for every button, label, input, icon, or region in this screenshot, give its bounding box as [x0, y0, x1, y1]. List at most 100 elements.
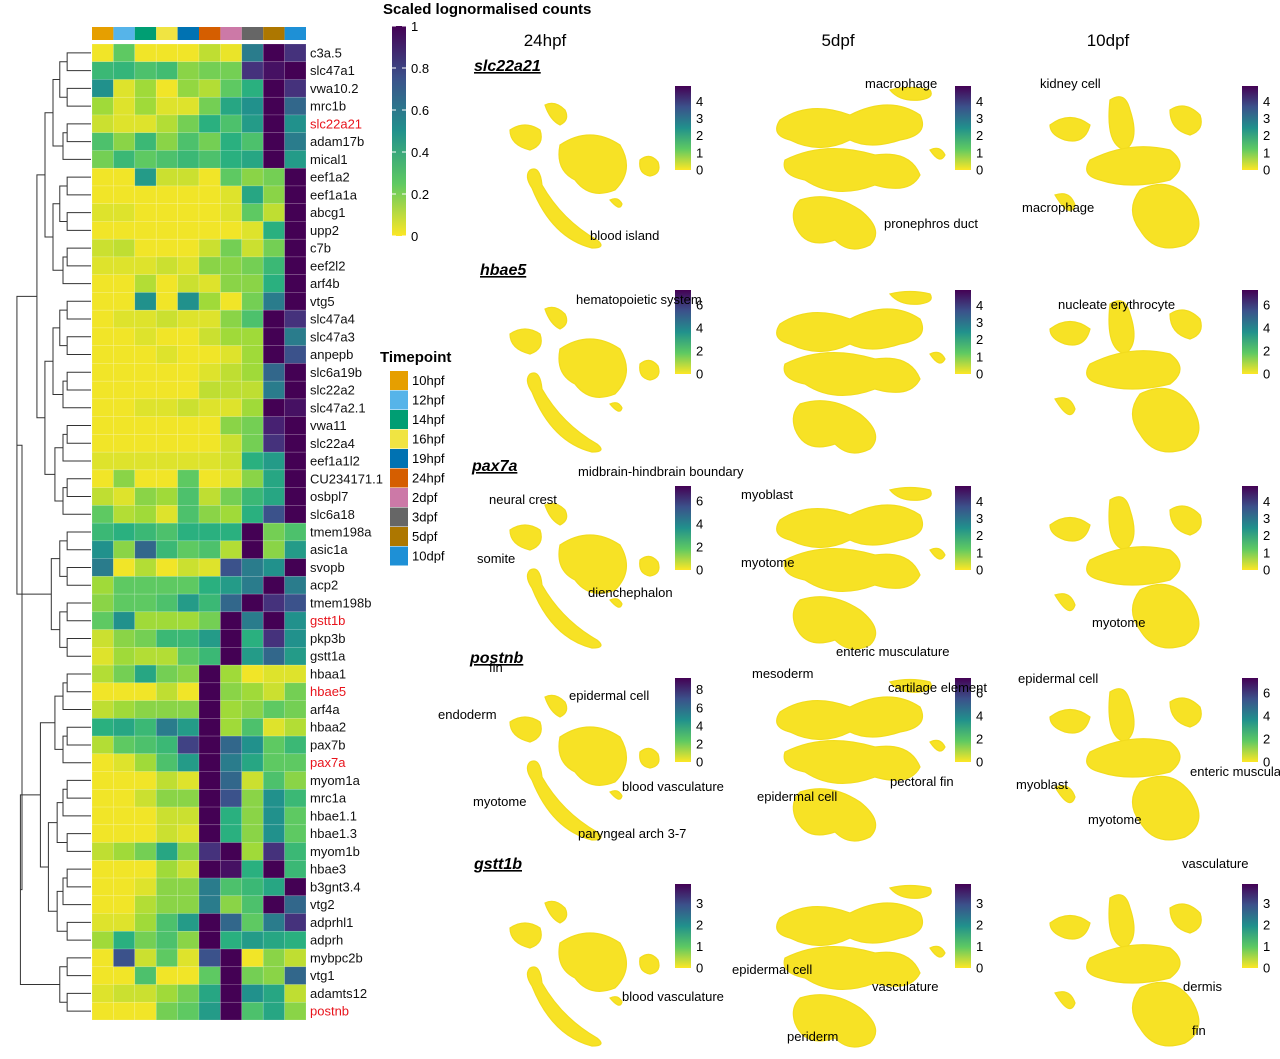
heatmap-cell [262, 79, 285, 98]
heatmap-cell [284, 753, 307, 772]
umap-cluster [526, 372, 602, 453]
umap-cluster [792, 400, 877, 454]
umap-colorbar [955, 86, 971, 170]
heatmap-cell [91, 806, 114, 826]
heatmap-cell [155, 842, 178, 861]
heatmap-cell [262, 469, 285, 488]
umap-colorbar-tick: 4 [976, 94, 983, 109]
heatmap-cell [241, 948, 264, 968]
heatmap-cell [262, 771, 285, 790]
heatmap-cell [91, 948, 114, 968]
gene-label: osbpl7 [310, 489, 348, 504]
heatmap-cell [91, 505, 114, 524]
heatmap-cell [134, 185, 157, 205]
gene-label: mical1 [310, 152, 348, 167]
heatmap-cell [220, 718, 243, 737]
heatmap-cell [220, 96, 243, 116]
heatmap-cell [91, 682, 114, 701]
heatmap-cell [134, 238, 157, 258]
heatmap-colorbar-ticks: 0 0.2 0.4 0.6 0.8 1 [392, 19, 429, 244]
heatmap-cell [113, 150, 136, 169]
umap-row-postnb: postnb 0 2 4 6 8 fin endoderm epidermal cell myot… [438, 644, 1280, 842]
heatmap-cell [241, 593, 264, 613]
heatmap-cell [241, 451, 264, 471]
heatmap-cell [155, 540, 178, 559]
gene-label: vtg2 [310, 897, 335, 912]
heatmap-cell [91, 132, 114, 151]
umap-colorbar-tick: 2 [696, 917, 703, 932]
heatmap-cell [177, 256, 200, 275]
umap-colorbar-tick: 3 [976, 111, 983, 126]
umap-colorbar-tick: 2 [1263, 343, 1270, 358]
umap-annotation: epidermal cell [1018, 671, 1098, 686]
dendrogram-branch [66, 957, 91, 977]
umap-annotation: pectoral fin [890, 774, 954, 789]
umap-annotation: paryngeal arch 3-7 [578, 826, 686, 841]
gene-label: tmem198b [310, 595, 371, 610]
heatmap-cell [113, 451, 136, 471]
heatmap-cell [134, 416, 157, 435]
dendrogram-branch [59, 61, 68, 98]
umap-row-gstt1b: gstt1b 0 1 2 3 blood vasculature 0 1 2 3 epidermal… [473, 856, 1270, 1048]
heatmap-cell [241, 522, 264, 542]
heatmap-cell [284, 61, 307, 80]
heatmap-cell [284, 345, 307, 364]
heatmap-cell [220, 185, 243, 205]
heatmap-cell [262, 558, 285, 577]
heatmap-cell [241, 96, 264, 116]
heatmap-cell [177, 398, 200, 417]
gene-label: mrc1a [310, 791, 347, 806]
heatmap-cell [198, 238, 221, 258]
heatmap-cell [220, 930, 243, 950]
heatmap-cell [284, 363, 307, 382]
heatmap-cell [113, 292, 136, 311]
heatmap-cell [198, 505, 221, 524]
heatmap-cell [134, 292, 157, 311]
heatmap-cell [284, 43, 307, 63]
heatmap-cell [262, 859, 285, 879]
heatmap-cell [91, 966, 114, 985]
heatmap-cell [155, 61, 178, 80]
heatmap-cell [241, 380, 264, 400]
heatmap-cell [91, 700, 114, 719]
heatmap-cell [262, 61, 285, 80]
heatmap-cell [155, 434, 178, 453]
heatmap-cell [262, 877, 285, 897]
gene-label: vtg1 [310, 968, 335, 983]
heatmap-cell [220, 238, 243, 258]
heatmap-cell [262, 167, 285, 187]
heatmap-cell [262, 540, 285, 559]
gene-label: mybpc2b [310, 950, 363, 965]
heatmap-cell [91, 558, 114, 577]
heatmap-cell [134, 43, 157, 63]
heatmap-cell [155, 789, 178, 808]
gene-label: c7b [310, 241, 331, 256]
heatmap-cell [241, 274, 264, 293]
heatmap-cell [113, 416, 136, 435]
heatmap-cell [113, 380, 136, 400]
heatmap-cell [220, 913, 243, 932]
umap-colorbar [955, 486, 971, 570]
dendrogram-branch [66, 300, 91, 320]
heatmap-cell [241, 363, 264, 382]
umap-cluster [1054, 991, 1076, 1010]
umap-annotation: enteric musculature [836, 644, 949, 659]
timepoint-bar-12hpf [113, 27, 135, 40]
umap-cluster [1108, 96, 1135, 151]
umap-annotation: vasculature [1182, 856, 1248, 871]
umap-colorbar-tick: 2 [1263, 731, 1270, 746]
umap-colorbar-tick: 3 [1263, 511, 1270, 526]
gene-label: hbae1.3 [310, 826, 357, 841]
dendrogram-branch [66, 176, 91, 196]
heatmap-cell [220, 416, 243, 435]
heatmap-cell [177, 1001, 200, 1021]
heatmap-cell [198, 647, 221, 666]
umap-cluster [558, 134, 627, 194]
heatmap-cell [220, 292, 243, 311]
umap-cluster [929, 739, 946, 752]
heatmap-cell [284, 930, 307, 950]
umap-cluster [558, 726, 627, 786]
heatmap-cell [113, 718, 136, 737]
heatmap-cell [284, 824, 307, 843]
heatmap-cell [113, 327, 136, 346]
